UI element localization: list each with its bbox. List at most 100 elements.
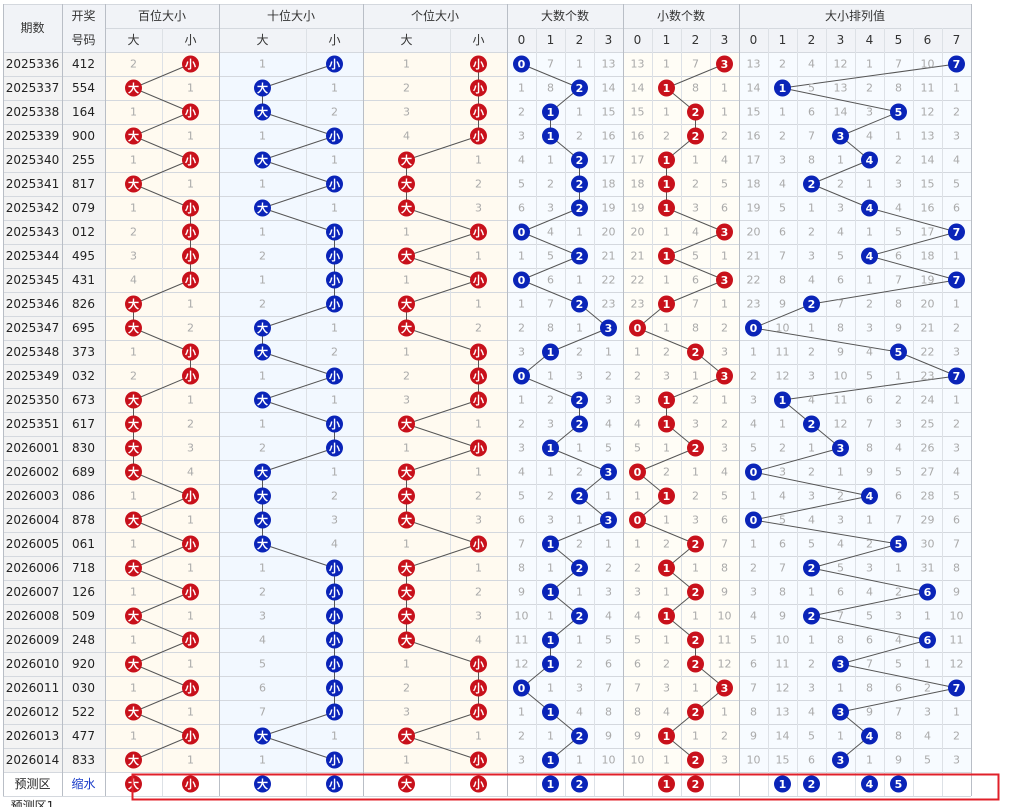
ball-circle — [470, 391, 487, 409]
miss-count: 22 — [747, 274, 761, 287]
miss-count: 1 — [576, 586, 583, 599]
miss-count: 4 — [576, 706, 583, 719]
miss-count: 1 — [692, 730, 699, 743]
miss-count: 13 — [834, 82, 848, 95]
ball-circle — [326, 271, 343, 289]
ball-label: 大 — [257, 201, 268, 215]
ball-circle — [658, 487, 675, 505]
miss-count: 3 — [130, 250, 137, 263]
miss-count: 1 — [576, 322, 583, 335]
miss-count: 1 — [692, 466, 699, 479]
hit-ball: 大 — [398, 199, 415, 217]
ball-circle — [470, 127, 487, 145]
trend-segment — [753, 471, 870, 497]
trend-segment — [406, 279, 479, 305]
hit-ball: 小 — [182, 247, 199, 265]
miss-count: 1 — [259, 130, 266, 143]
ball-label: 大 — [401, 249, 412, 263]
miss-count: 3 — [518, 346, 525, 359]
miss-count: 4 — [331, 538, 338, 551]
draw-number: 826 — [72, 297, 95, 311]
trend-segment — [637, 447, 696, 473]
miss-count: 7 — [866, 418, 873, 431]
miss-count: 8 — [866, 442, 873, 455]
ball-label: 5 — [895, 538, 903, 551]
issue-number: 2025342 — [6, 201, 59, 215]
ball-label: 大 — [128, 753, 139, 767]
header-digit: 2 — [692, 33, 700, 47]
miss-count: 4 — [605, 610, 612, 623]
miss-count: 3 — [692, 202, 699, 215]
miss-count: 1 — [259, 562, 266, 575]
ball-label: 小 — [184, 345, 196, 359]
ball-label: 4 — [866, 490, 874, 503]
ball-label: 大 — [257, 393, 268, 407]
header-group-title: 个位大小 — [411, 8, 459, 23]
shrink-link[interactable]: 缩水 — [71, 776, 95, 791]
miss-count: 8 — [953, 562, 960, 575]
miss-count: 18 — [747, 178, 761, 191]
miss-count: 1 — [547, 730, 554, 743]
ball-circle — [398, 319, 415, 337]
ball-label: 4 — [866, 250, 874, 263]
ball-label: 3 — [837, 658, 845, 671]
miss-count: 15 — [921, 178, 935, 191]
miss-count: 2 — [130, 226, 137, 239]
hit-ball: 3 — [716, 679, 733, 697]
miss-count: 15 — [602, 106, 616, 119]
miss-count: 1 — [837, 154, 844, 167]
hit-ball: 小 — [470, 271, 487, 289]
hit-ball: 4 — [861, 247, 878, 265]
ball-circle — [542, 751, 559, 769]
miss-count: 3 — [895, 610, 902, 623]
miss-count: 4 — [895, 202, 902, 215]
miss-count: 5 — [259, 658, 266, 671]
ball-label: 小 — [184, 201, 196, 215]
miss-count: 1 — [130, 538, 137, 551]
ball-label: 3 — [721, 226, 729, 239]
ball-circle — [125, 295, 142, 313]
trend-segment — [406, 735, 479, 761]
miss-count: 1 — [663, 754, 670, 767]
ball-label: 3 — [605, 466, 613, 479]
trend-segment — [840, 687, 957, 713]
trend-segment — [521, 255, 580, 281]
hit-ball: 3 — [716, 223, 733, 241]
miss-count: 23 — [631, 298, 645, 311]
hit-ball: 1 — [658, 487, 675, 505]
miss-count: 1 — [518, 394, 525, 407]
miss-count: 2 — [750, 562, 757, 575]
miss-count: 1 — [837, 730, 844, 743]
miss-count: 5 — [895, 658, 902, 671]
ball-label: 大 — [401, 561, 412, 575]
ball-circle — [571, 79, 588, 97]
hit-ball: 大 — [398, 511, 415, 529]
miss-count: 1 — [187, 706, 194, 719]
miss-count: 26 — [921, 442, 935, 455]
ball-circle — [948, 367, 965, 385]
ball-label: 2 — [692, 658, 700, 671]
draw-number: 830 — [72, 441, 95, 455]
miss-count: 18 — [631, 178, 645, 191]
ball-circle — [803, 175, 820, 193]
miss-count: 5 — [866, 610, 873, 623]
ball-circle — [571, 199, 588, 217]
predict-label: 预测区 — [14, 777, 50, 791]
hit-ball: 2 — [803, 175, 820, 193]
hit-ball: 0 — [629, 319, 646, 337]
ball-label: 7 — [953, 226, 961, 239]
trend-segment — [406, 207, 479, 233]
hit-ball: 1 — [542, 583, 559, 601]
ball-label: 小 — [328, 441, 340, 455]
trend-segment — [133, 495, 191, 521]
miss-count: 9 — [634, 730, 641, 743]
hit-ball: 小 — [470, 679, 487, 697]
miss-count: 6 — [692, 274, 699, 287]
miss-count: 1 — [518, 706, 525, 719]
miss-count: 6 — [721, 514, 728, 527]
trend-segment — [753, 447, 841, 473]
ball-label: 大 — [257, 153, 268, 167]
ball-circle — [542, 631, 559, 649]
miss-count: 9 — [750, 730, 757, 743]
miss-count: 3 — [808, 490, 815, 503]
